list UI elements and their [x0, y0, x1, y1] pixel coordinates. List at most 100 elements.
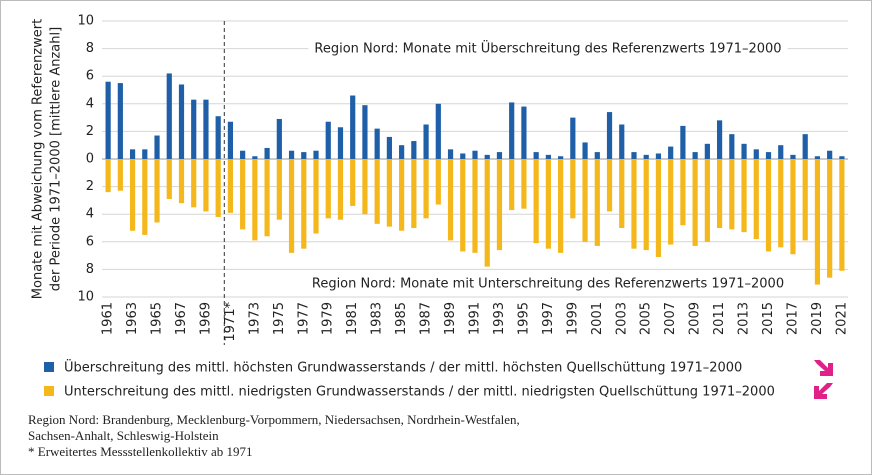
bar: [692, 152, 698, 159]
trend-icon: [814, 360, 833, 399]
bar: [704, 143, 710, 159]
y-tick-label: 8: [86, 262, 94, 277]
bar: [716, 120, 723, 159]
y-tick-label: 0: [86, 152, 94, 167]
x-tick-label: 1985: [394, 302, 409, 335]
bar: [105, 159, 111, 193]
bar: [545, 159, 551, 249]
bar: [325, 121, 331, 159]
legend-swatch: [44, 362, 54, 372]
x-tick-label: 1961: [101, 302, 116, 335]
bar: [252, 159, 258, 241]
bar: [423, 124, 429, 159]
bar: [191, 99, 197, 159]
bar: [264, 147, 270, 159]
y-tick-label: 10: [77, 290, 94, 305]
bar: [240, 150, 246, 159]
legend-label: Überschreitung des mittl. höchsten Grund…: [64, 359, 742, 376]
bar: [435, 103, 441, 159]
bar: [435, 159, 441, 205]
footnote: Sachsen-Anhalt, Schleswig-Holstein: [28, 428, 219, 443]
bar: [350, 159, 356, 206]
bar: [680, 125, 686, 159]
x-tick-label: 2013: [737, 302, 752, 335]
bar: [227, 121, 234, 159]
x-tick-label: 1979: [321, 302, 336, 335]
bar: [631, 152, 637, 159]
x-tick-label: 1981: [345, 302, 360, 335]
bar: [594, 152, 600, 159]
bar: [668, 146, 674, 159]
footnote: * Erweitertes Messstellenkollektiv ab 19…: [28, 444, 253, 459]
bar: [655, 159, 662, 257]
bar: [778, 145, 784, 159]
bar: [423, 159, 429, 219]
bar: [227, 159, 234, 213]
bar: [362, 105, 368, 159]
bar: [496, 152, 503, 159]
bar: [558, 159, 564, 253]
bar: [337, 159, 344, 220]
x-tick-label: 1967: [174, 302, 189, 335]
y-tick-label: 2: [86, 179, 94, 194]
bar: [276, 118, 282, 159]
bar: [606, 112, 613, 159]
bar: [386, 136, 392, 159]
bar: [313, 159, 319, 234]
bar: [521, 106, 527, 159]
bar: [741, 143, 747, 159]
x-tick-label: 1993: [492, 302, 507, 335]
x-tick-label: 2017: [785, 302, 800, 335]
y-axis-label: Monate mit Abweichung vom Referenzwert: [31, 19, 46, 299]
bar: [215, 159, 221, 217]
bar: [129, 149, 136, 159]
bar: [509, 159, 515, 211]
bar: [570, 117, 576, 159]
bar: [252, 156, 258, 159]
annotation: Region Nord: Monate mit Unterschreitung …: [312, 277, 784, 292]
bar: [521, 159, 527, 209]
bar: [460, 153, 466, 159]
bar: [827, 150, 833, 159]
bar: [655, 153, 662, 159]
legend-label: Unterschreitung des mittl. niedrigsten G…: [64, 385, 775, 400]
bar: [288, 150, 295, 159]
bar: [301, 152, 307, 159]
x-tick-label: 1991: [468, 302, 483, 335]
y-tick-label: 8: [86, 41, 94, 56]
bar: [350, 95, 356, 159]
x-tick-label: 1963: [125, 302, 140, 335]
bar: [178, 159, 185, 204]
bar: [411, 141, 417, 159]
x-tick-label: 1977: [296, 302, 311, 335]
bar: [154, 159, 160, 223]
bar: [753, 159, 759, 240]
bar: [765, 152, 772, 159]
y-tick-label: 10: [77, 14, 94, 29]
x-tick-label: 2011: [712, 302, 727, 335]
bar: [240, 159, 246, 230]
bar: [472, 150, 478, 159]
bar: [790, 159, 796, 255]
x-tick-label: 1997: [541, 302, 556, 335]
y-tick-label: 4: [86, 207, 94, 222]
x-tick-label: 2005: [639, 302, 654, 335]
bar: [325, 159, 331, 219]
bar: [680, 159, 686, 226]
x-tick-label: 2001: [590, 302, 605, 335]
bar: [729, 134, 735, 159]
bar: [374, 128, 380, 159]
bar: [105, 81, 111, 159]
x-tick-label: 2015: [761, 302, 776, 335]
bar: [716, 159, 723, 228]
y-axis-label: der Periode 1971–2000 [mittlere Anzahl]: [49, 27, 64, 291]
x-tick-label: 2009: [688, 302, 703, 335]
bar: [570, 159, 576, 219]
annotation-bg: [308, 37, 788, 59]
x-tick-label: 1965: [150, 302, 165, 335]
bar: [558, 156, 564, 159]
x-tick-label: 2019: [810, 302, 825, 335]
bar: [802, 159, 808, 241]
